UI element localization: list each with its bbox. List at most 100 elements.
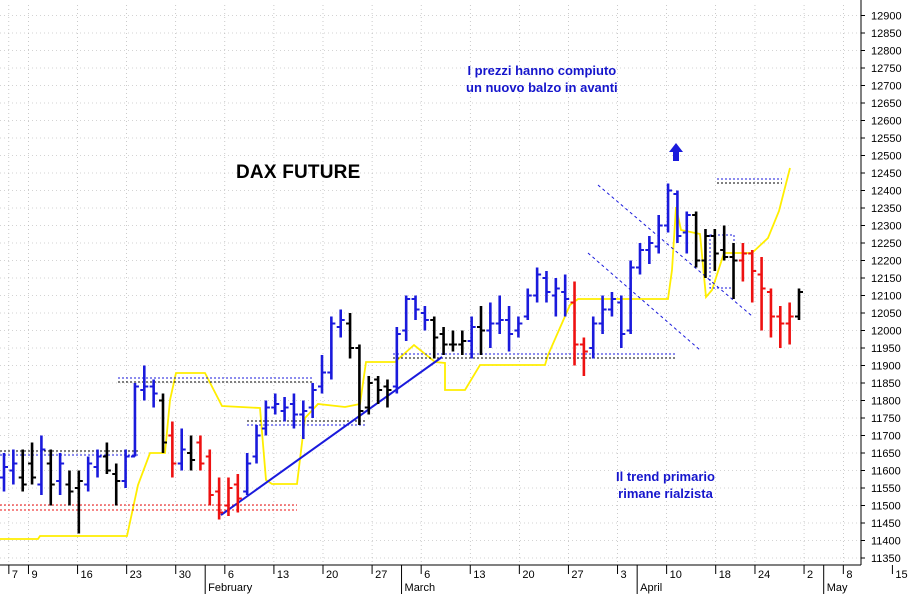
price-bar bbox=[346, 313, 355, 359]
price-bar bbox=[795, 288, 803, 320]
price-bar bbox=[121, 449, 130, 488]
y-tick-label: 12600 bbox=[871, 116, 902, 128]
price-bar bbox=[215, 477, 224, 520]
price-bar bbox=[392, 327, 401, 394]
price-bar bbox=[636, 243, 644, 275]
price-bar bbox=[93, 449, 102, 478]
x-tick-label: 6 bbox=[424, 569, 430, 581]
price-bar bbox=[261, 400, 270, 436]
price-bar bbox=[112, 463, 121, 506]
x-tick-label: 30 bbox=[179, 569, 191, 581]
price-bar bbox=[289, 393, 298, 429]
x-tick-label: 10 bbox=[670, 569, 682, 581]
x-month-label: March bbox=[405, 582, 436, 594]
y-tick-label: 12350 bbox=[871, 203, 902, 215]
price-bar bbox=[477, 306, 485, 355]
y-tick-label: 11550 bbox=[871, 483, 901, 495]
x-tick-label: 23 bbox=[130, 569, 142, 581]
price-bar bbox=[243, 453, 252, 495]
y-tick-label: 12650 bbox=[871, 98, 902, 110]
price-bar bbox=[28, 442, 37, 485]
y-tick-label: 12150 bbox=[871, 273, 902, 285]
price-bar bbox=[177, 428, 186, 471]
annotation-line: Il trend primario bbox=[616, 469, 715, 484]
y-tick-label: 12300 bbox=[871, 221, 902, 233]
x-month-label: April bbox=[640, 582, 662, 594]
price-bar bbox=[271, 393, 280, 415]
breakout-box bbox=[709, 234, 735, 289]
price-bar bbox=[168, 421, 177, 478]
price-bar bbox=[766, 288, 775, 338]
price-bar bbox=[738, 243, 747, 282]
y-tick-label: 11500 bbox=[871, 501, 901, 513]
x-tick-label: 13 bbox=[473, 569, 485, 581]
annotation-new-leap: I prezzi hanno compiuto un nuovo balzo i… bbox=[466, 62, 618, 96]
price-bar bbox=[84, 456, 93, 492]
x-tick-label: 9 bbox=[31, 569, 37, 581]
price-bar bbox=[187, 435, 196, 471]
price-bar bbox=[607, 292, 616, 317]
overlays bbox=[0, 143, 791, 540]
price-bar bbox=[720, 225, 729, 261]
price-bar bbox=[140, 365, 149, 401]
x-month-label: May bbox=[827, 582, 848, 594]
price-bar bbox=[9, 449, 18, 485]
price-bar bbox=[654, 215, 663, 254]
price-bar bbox=[374, 376, 383, 404]
y-tick-label: 11650 bbox=[871, 448, 901, 460]
price-bar bbox=[579, 337, 588, 376]
price-bar bbox=[327, 316, 336, 380]
price-bar bbox=[458, 330, 467, 355]
price-bar bbox=[364, 376, 373, 415]
channel-upper bbox=[597, 184, 753, 317]
x-tick-label: 6 bbox=[228, 569, 234, 581]
price-bar bbox=[355, 344, 364, 425]
price-bar bbox=[336, 309, 345, 338]
chart-title: DAX FUTURE bbox=[236, 162, 361, 183]
price-bars bbox=[0, 183, 803, 534]
price-bar bbox=[411, 295, 420, 320]
price-bar bbox=[205, 449, 214, 506]
y-tick-label: 12200 bbox=[871, 256, 902, 268]
y-tick-label: 12450 bbox=[871, 168, 902, 180]
price-bar bbox=[495, 295, 504, 334]
price-bar bbox=[505, 306, 514, 352]
y-tick-label: 11850 bbox=[871, 378, 901, 390]
price-bar bbox=[542, 271, 551, 303]
x-tick-label: 13 bbox=[277, 569, 289, 581]
price-bar bbox=[149, 379, 158, 408]
x-tick-label: 27 bbox=[571, 569, 583, 581]
price-bar bbox=[56, 453, 65, 495]
y-tick-label: 12900 bbox=[871, 11, 902, 23]
x-tick-label: 24 bbox=[758, 569, 770, 581]
price-bar bbox=[18, 449, 27, 492]
price-bar bbox=[252, 425, 261, 464]
y-tick-label: 11450 bbox=[871, 518, 901, 530]
price-bar bbox=[673, 190, 682, 243]
price-bar bbox=[486, 302, 495, 348]
price-bar bbox=[467, 316, 476, 359]
x-tick-label: 8 bbox=[846, 569, 852, 581]
x-tick-label: 7 bbox=[12, 569, 18, 581]
price-bar bbox=[776, 306, 785, 348]
y-tick-label: 11750 bbox=[871, 413, 901, 425]
x-tick-label: 20 bbox=[326, 569, 338, 581]
price-bar bbox=[318, 355, 326, 394]
price-bar bbox=[102, 442, 111, 474]
y-tick-label: 12400 bbox=[871, 186, 902, 198]
price-bar bbox=[570, 281, 579, 366]
price-bar bbox=[523, 288, 532, 320]
annotation-primary-trend: Il trend primario rimane rialzista bbox=[616, 468, 715, 502]
price-bar bbox=[551, 278, 560, 317]
y-tick-label: 12100 bbox=[871, 291, 902, 303]
x-month-label: February bbox=[208, 582, 253, 594]
uptrend-line bbox=[220, 356, 443, 516]
price-bar bbox=[0, 453, 8, 492]
price-bar bbox=[159, 393, 167, 453]
x-tick-label: 20 bbox=[522, 569, 534, 581]
y-tick-label: 12750 bbox=[871, 63, 902, 75]
price-bar bbox=[757, 257, 766, 331]
x-tick-label: 16 bbox=[81, 569, 93, 581]
